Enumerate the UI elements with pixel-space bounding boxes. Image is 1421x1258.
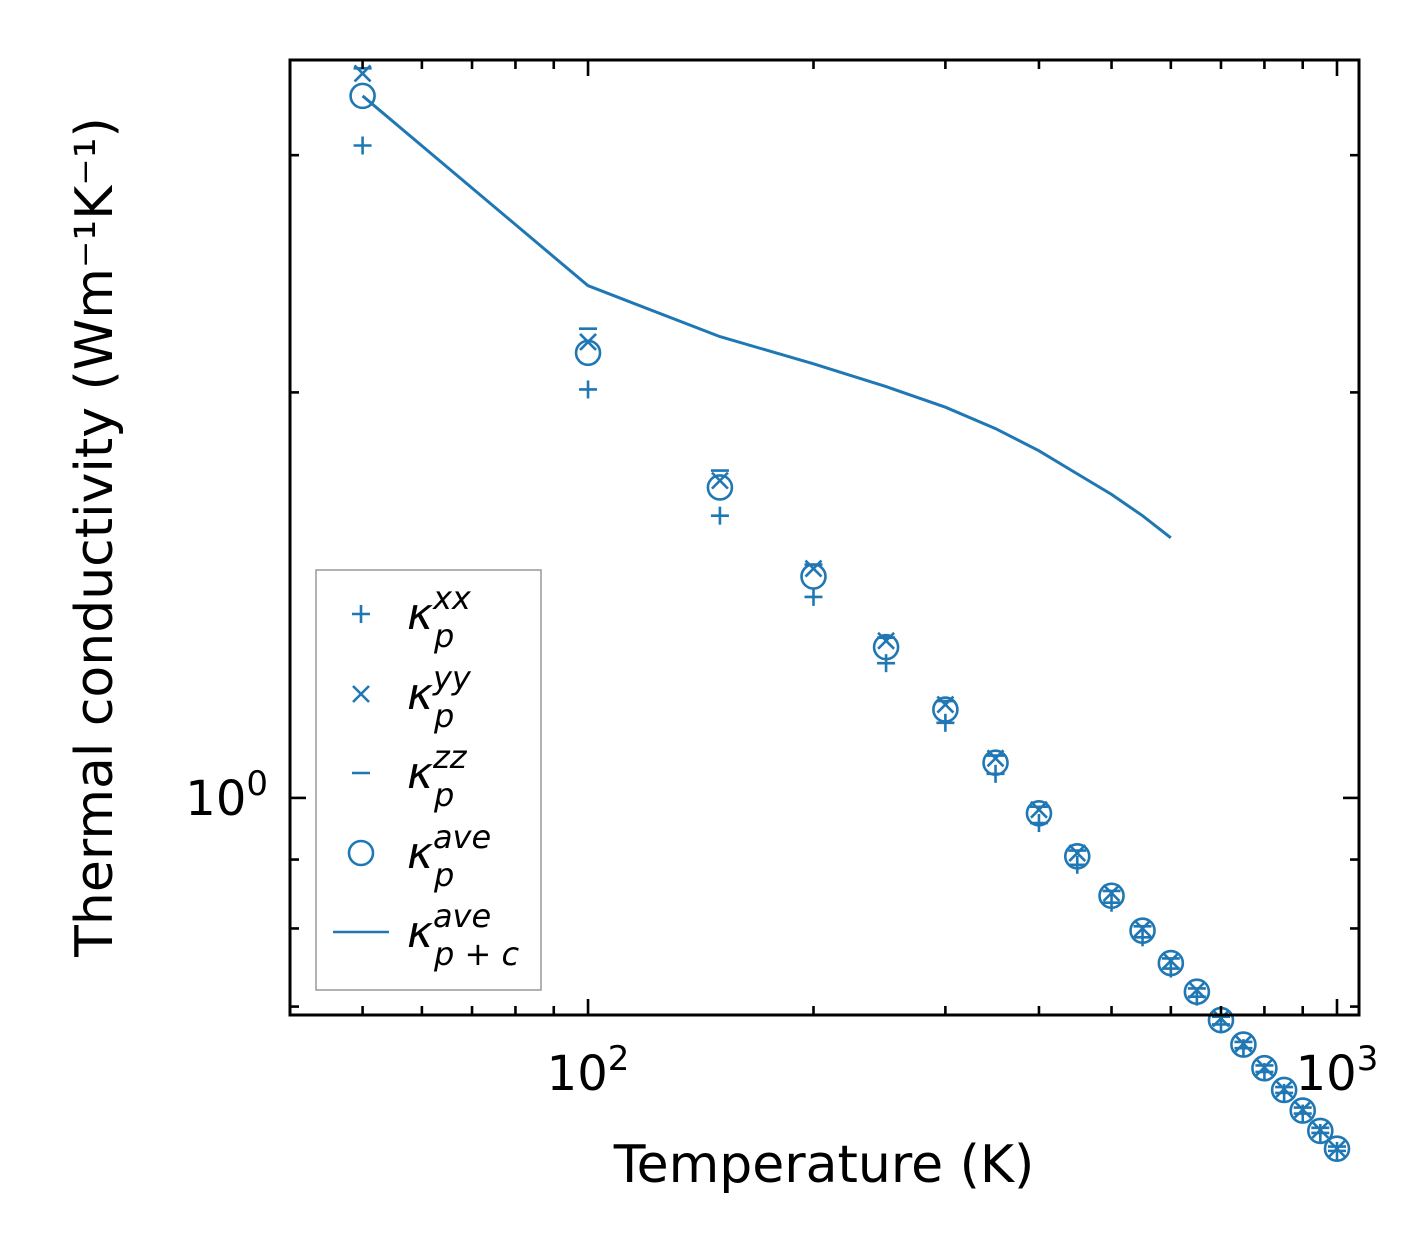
legend-entry-4: κave p [347, 818, 491, 894]
point-kappa_p_ave-550 [1129, 917, 1156, 944]
point-kappa_p_yy-400 [1030, 800, 1048, 819]
point-kappa_p_yy-600 [1161, 951, 1180, 970]
legend-label: κave p [407, 818, 491, 894]
point-kappa_p_yy-750 [1234, 1034, 1253, 1053]
point-kappa_p_xx-150 [710, 506, 729, 525]
point-kappa_p_ave-200 [800, 563, 827, 590]
point-kappa_p_ave-800 [1251, 1054, 1278, 1082]
point-kappa_p_ave-50 [349, 82, 376, 110]
legend-box [315, 569, 542, 991]
point-kappa_p_ave-600 [1157, 949, 1185, 977]
legend-label: κzz p [407, 738, 468, 814]
x-tick-label-1000: 103 [1296, 1039, 1379, 1102]
point-kappa_p_yy-550 [1133, 919, 1152, 938]
legend-label: κxx p [407, 579, 472, 655]
y-axis-label: Thermal conductivity (Wm⁻¹K⁻¹) [65, 117, 125, 958]
legend-marker-x [352, 685, 370, 703]
point-kappa_p_yy-200 [804, 559, 823, 578]
legend-label: κave p + c [407, 897, 519, 973]
point-kappa_p_ave-150 [706, 474, 734, 501]
tick-labels: 102 103 100 [185, 764, 1378, 1102]
point-kappa_p_ave-450 [1063, 843, 1091, 870]
point-kappa_p_yy-450 [1068, 844, 1087, 863]
point-kappa_p_ave-950 [1307, 1117, 1334, 1145]
y-tick-label-1: 100 [185, 764, 268, 827]
point-kappa_p_xx-50 [353, 136, 372, 155]
point-kappa_p_ave-100 [574, 339, 602, 367]
point-kappa_p_xx-100 [579, 380, 598, 399]
series-line-kappa_p+c_ave [361, 94, 1172, 539]
point-kappa_p_ave-250 [872, 633, 900, 661]
plot-frame [288, 58, 1361, 1017]
point-kappa_p_yy-800 [1255, 1058, 1274, 1077]
point-kappa_p_ave-350 [982, 749, 1009, 777]
legend-entry-1: κxx p [352, 579, 472, 655]
point-kappa_p_ave-750 [1230, 1031, 1257, 1058]
legend-entry-5: κave p + c [333, 897, 519, 973]
legend-marker-plus [352, 605, 370, 623]
point-kappa_p_ave-400 [1025, 800, 1053, 827]
point-kappa_p_yy-950 [1311, 1120, 1330, 1139]
x-tick-label-100: 102 [547, 1039, 630, 1102]
point-kappa_p_ave-850 [1270, 1076, 1298, 1104]
point-kappa_p_yy-500 [1102, 884, 1121, 902]
legend-label: κyy p [407, 659, 472, 735]
point-kappa_p_xx-450 [1068, 855, 1087, 874]
point-kappa_p_xx-1000 [1327, 1141, 1346, 1160]
legend-entry-2: κyy p [352, 659, 472, 735]
plot-marks [349, 64, 1351, 1163]
x-axis-label: Temperature (K) [613, 1135, 1035, 1195]
point-kappa_p_xx-200 [804, 587, 823, 606]
axis-ticks [290, 60, 1359, 1015]
point-kappa_p_ave-300 [932, 696, 959, 723]
point-kappa_p_yy-1000 [1328, 1139, 1346, 1158]
point-kappa_p_yy-850 [1275, 1080, 1294, 1098]
point-kappa_p_ave-650 [1183, 978, 1211, 1006]
point-kappa_p_yy-700 [1212, 1009, 1230, 1028]
legend-marker-circle [347, 839, 375, 867]
legend-entry-3: κzz p [352, 738, 468, 814]
point-kappa_p_ave-500 [1098, 882, 1125, 910]
point-kappa_p_xx-250 [877, 654, 896, 673]
point-kappa_p_ave-900 [1289, 1097, 1317, 1124]
point-kappa_p_yy-900 [1293, 1100, 1312, 1119]
point-kappa_p_ave-1000 [1323, 1135, 1351, 1163]
point-kappa_p_yy-650 [1187, 981, 1206, 1000]
